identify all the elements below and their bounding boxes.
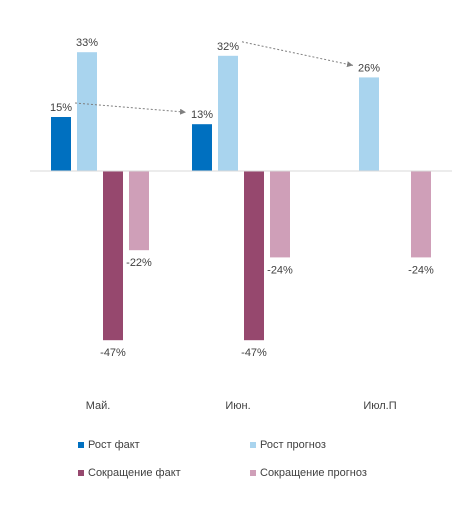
data-label: 32% bbox=[217, 41, 239, 53]
data-labels: 15% 13% 33% 32% 26% -47% -47% -22% -24% -24% bbox=[50, 37, 434, 359]
data-label: 33% bbox=[76, 37, 98, 49]
category-labels: Май. Июн. Июл.П bbox=[86, 400, 397, 412]
bar-Рост-прогноз-Июн. bbox=[218, 55, 238, 171]
data-label: 26% bbox=[358, 62, 380, 74]
category-label: Июл.П bbox=[363, 400, 396, 412]
data-label: 13% bbox=[191, 109, 213, 121]
category-label: Май. bbox=[86, 400, 111, 412]
data-label: -47% bbox=[100, 347, 126, 359]
data-label: -47% bbox=[241, 347, 267, 359]
bar-Сокращение-факт-Май. bbox=[103, 171, 123, 341]
bars-layer bbox=[51, 52, 431, 341]
category-label: Июн. bbox=[225, 400, 250, 412]
data-label: -22% bbox=[126, 257, 152, 269]
trend-arrow bbox=[241, 41, 354, 68]
bar-Рост-факт-Июн. bbox=[192, 124, 212, 171]
bar-Сокращение-факт-Июн. bbox=[244, 171, 264, 341]
data-label: -24% bbox=[267, 264, 293, 276]
trend-arrows bbox=[74, 41, 354, 115]
trend-arrow bbox=[74, 102, 187, 115]
bar-Рост-прогноз-Май. bbox=[77, 52, 97, 172]
bar-Рост-факт-Май. bbox=[51, 117, 71, 171]
bar-Сокращение-прогноз-Май. bbox=[129, 171, 149, 251]
data-label: -24% bbox=[408, 264, 434, 276]
bar-Сокращение-прогноз-Июл.П bbox=[411, 171, 431, 258]
data-label: 15% bbox=[50, 102, 72, 114]
bar-Рост-прогноз-Июл.П bbox=[359, 77, 379, 171]
bar-Сокращение-прогноз-Июн. bbox=[270, 171, 290, 258]
